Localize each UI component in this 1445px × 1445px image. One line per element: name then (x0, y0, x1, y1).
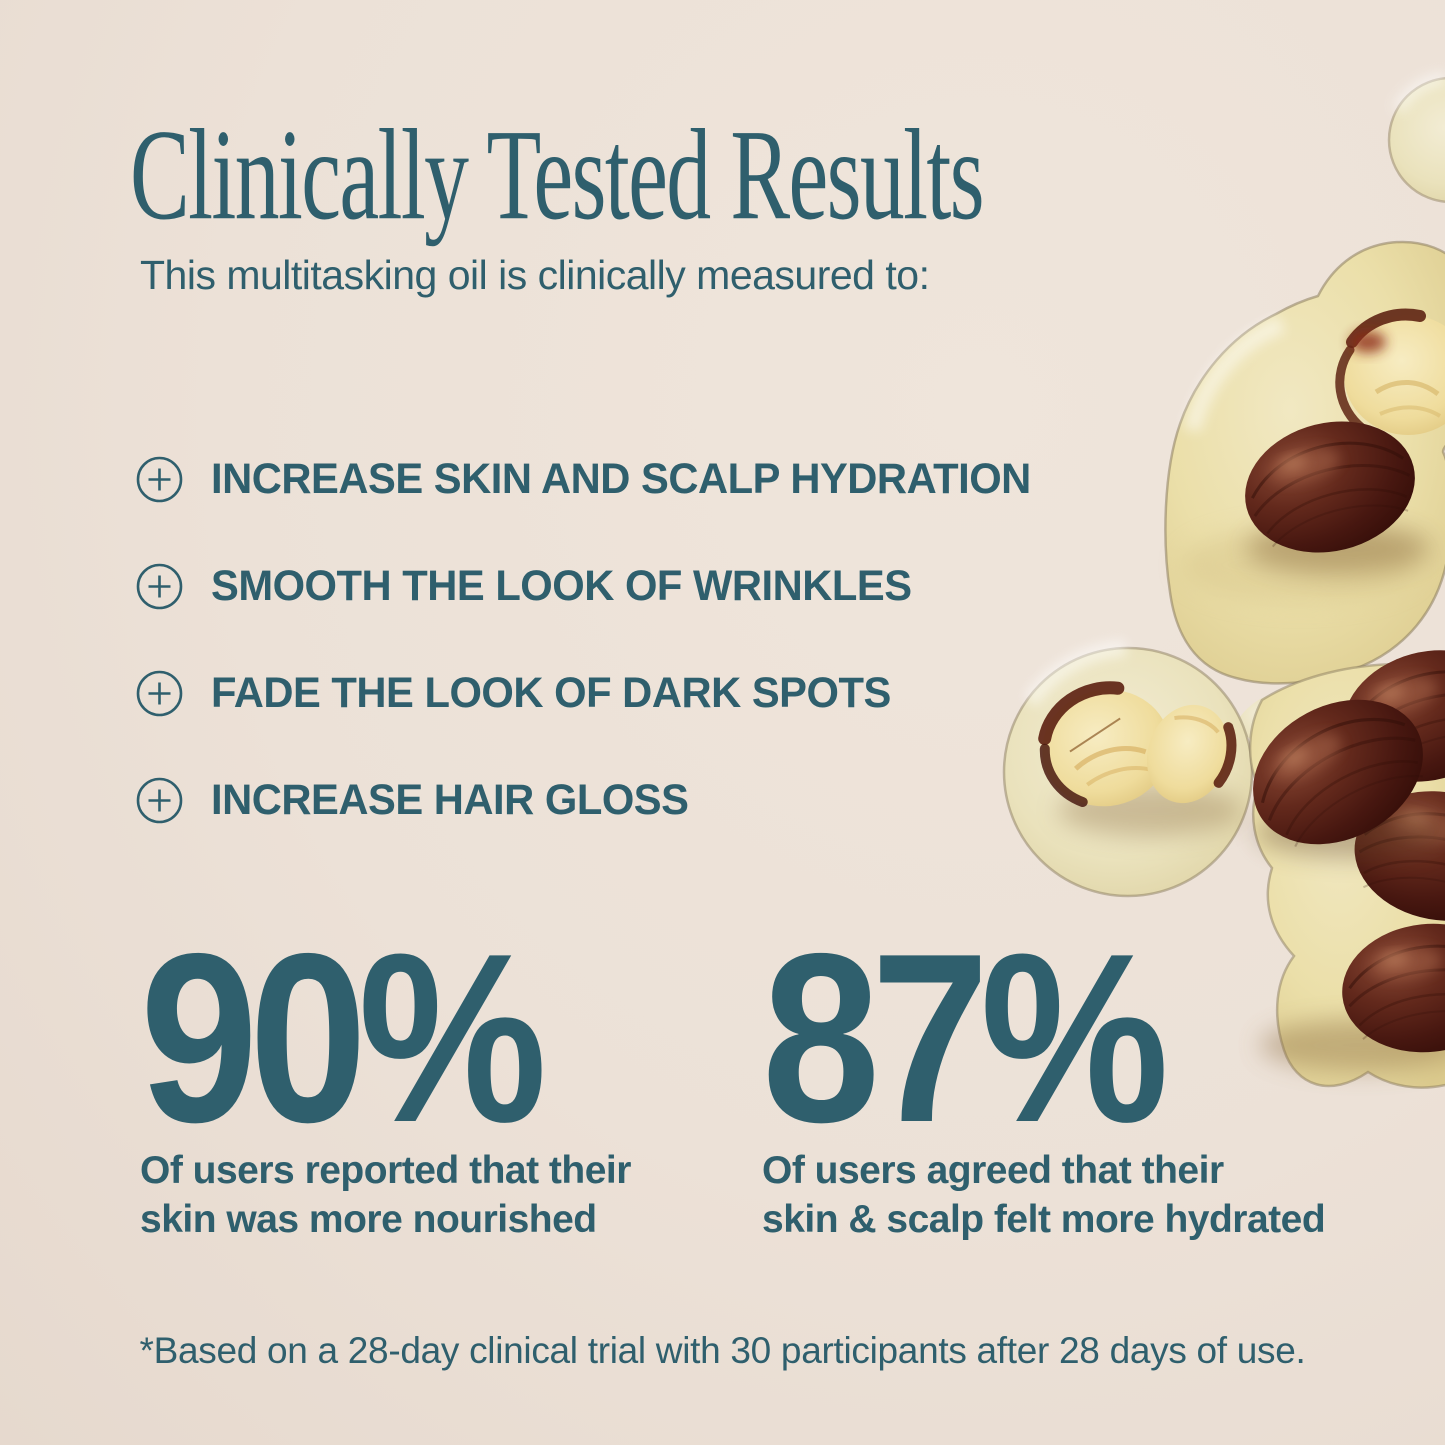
stat-block-nourished: 90% Of users reported that their skin wa… (140, 918, 760, 1244)
oil-droplet-large (1164, 240, 1445, 685)
oil-droplet-cracked-kernels (1002, 640, 1284, 898)
oil-droplet-small (1387, 72, 1445, 203)
jojoba-seed-whole (1231, 404, 1430, 574)
jojoba-kernel-cracked-top (1335, 308, 1445, 435)
stat-caption: Of users reported that their skin was mo… (140, 1146, 760, 1244)
jojoba-kernel-half-large (1038, 681, 1170, 808)
benefit-label: SMOOTH THE LOOK OF WRINKLES (211, 561, 912, 610)
benefit-item-dark-spots: FADE THE LOOK OF DARK SPOTS (136, 668, 912, 718)
stat-value: 87% (762, 903, 1169, 1173)
page-title: Clinically Tested Results (130, 103, 985, 248)
jojoba-kernel-half-small (1146, 704, 1237, 804)
circle-plus-icon (136, 777, 183, 823)
stat-caption-line: skin was more nourished (140, 1198, 597, 1242)
stat-caption: Of users agreed that their skin & scalp … (762, 1146, 1382, 1244)
stat-block-hydrated: 87% Of users agreed that their skin & sc… (762, 918, 1382, 1244)
benefit-item-hydration: INCREASE SKIN AND SCALP HYDRATION (136, 454, 1056, 504)
circle-plus-icon (136, 456, 183, 502)
stat-caption-line: Of users agreed that their (762, 1149, 1224, 1192)
circle-plus-icon (136, 563, 183, 609)
stat-caption-line: Of users reported that their (140, 1149, 631, 1192)
footnote: *Based on a 28-day clinical trial with 3… (139, 1330, 1306, 1371)
benefit-label: INCREASE SKIN AND SCALP HYDRATION (211, 454, 1031, 503)
benefit-label: FADE THE LOOK OF DARK SPOTS (211, 668, 891, 717)
stat-value: 90% (140, 903, 547, 1173)
benefit-item-hair-gloss: INCREASE HAIR GLOSS (136, 775, 703, 825)
stat-caption-line: skin & scalp felt more hydrated (762, 1198, 1326, 1242)
benefit-label: INCREASE HAIR GLOSS (211, 775, 689, 824)
benefit-item-wrinkles: SMOOTH THE LOOK OF WRINKLES (136, 561, 933, 611)
page-subtitle: This multitasking oil is clinically meas… (140, 252, 930, 298)
circle-plus-icon (136, 670, 183, 716)
